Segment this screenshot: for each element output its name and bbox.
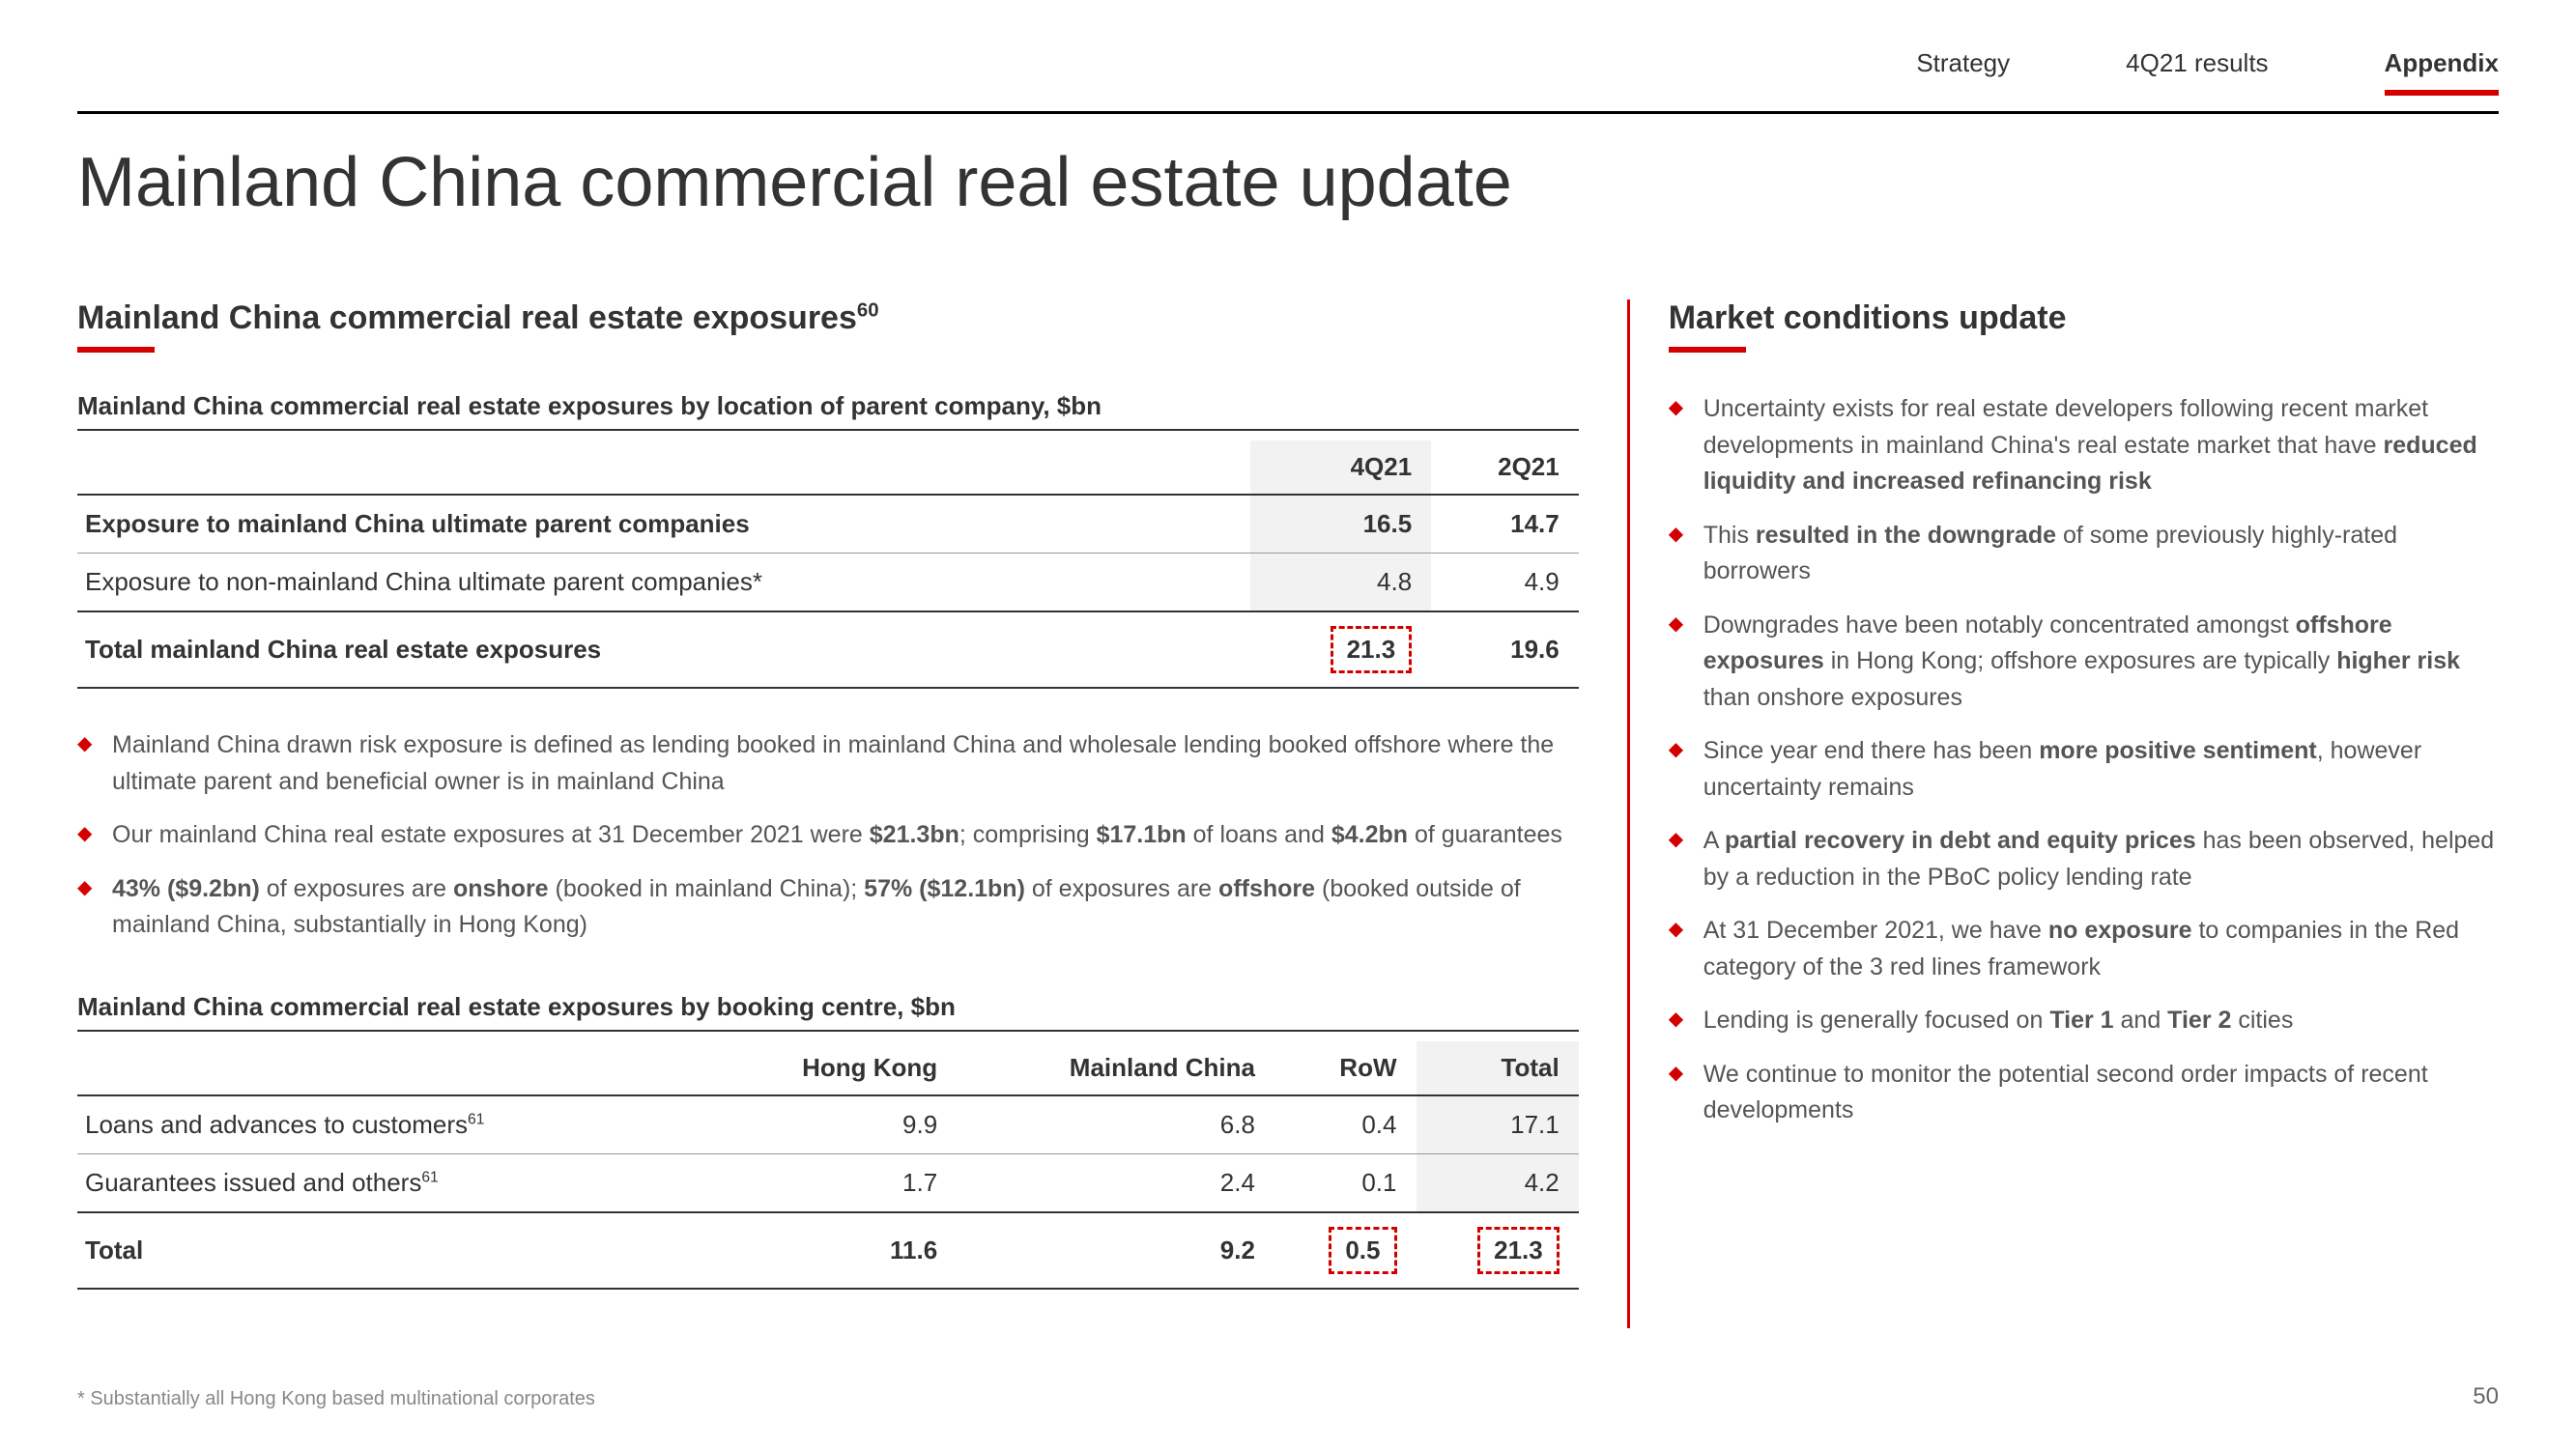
- table2-col0: [77, 1041, 714, 1095]
- table-row: Loans and advances to customers61 9.9 6.…: [77, 1095, 1579, 1154]
- list-item: Uncertainty exists for real estate devel…: [1669, 391, 2499, 500]
- highlight-value: 0.5: [1329, 1227, 1396, 1274]
- right-heading: Market conditions update: [1669, 299, 2499, 337]
- list-item: At 31 December 2021, we have no exposure…: [1669, 913, 2499, 985]
- nav-appendix[interactable]: Appendix: [2385, 48, 2499, 96]
- list-item: 43% ($9.2bn) of exposures are onshore (b…: [77, 871, 1579, 944]
- table2: Hong Kong Mainland China RoW Total Loans…: [77, 1041, 1579, 1290]
- page-title: Mainland China commercial real estate up…: [77, 143, 2499, 222]
- list-item: Mainland China drawn risk exposure is de…: [77, 727, 1579, 800]
- list-item: This resulted in the downgrade of some p…: [1669, 518, 2499, 590]
- right-column: Market conditions update Uncertainty exi…: [1627, 299, 2499, 1328]
- table2-col2: Mainland China: [957, 1041, 1274, 1095]
- list-item: Our mainland China real estate exposures…: [77, 817, 1579, 854]
- table1-col2: 2Q21: [1431, 440, 1579, 495]
- table-row: Exposure to mainland China ultimate pare…: [77, 495, 1579, 554]
- list-item: Lending is generally focused on Tier 1 a…: [1669, 1003, 2499, 1039]
- table1-col1: 4Q21: [1250, 440, 1431, 495]
- page-number: 50: [2473, 1383, 2499, 1410]
- table-row: Exposure to non-mainland China ultimate …: [77, 554, 1579, 612]
- highlight-value: 21.3: [1477, 1227, 1560, 1274]
- table2-title: Mainland China commercial real estate ex…: [77, 992, 1579, 1032]
- red-underline: [77, 347, 155, 353]
- table2-col4: Total: [1417, 1041, 1579, 1095]
- table1-title: Mainland China commercial real estate ex…: [77, 391, 1579, 431]
- red-underline: [1669, 347, 1746, 353]
- table2-total: Total 11.6 9.2 0.5 21.3: [77, 1212, 1579, 1289]
- list-item: A partial recovery in debt and equity pr…: [1669, 823, 2499, 895]
- list-item: Since year end there has been more posit…: [1669, 733, 2499, 806]
- highlight-value: 21.3: [1331, 626, 1413, 673]
- left-heading: Mainland China commercial real estate ex…: [77, 299, 1579, 337]
- nav-results[interactable]: 4Q21 results: [2126, 48, 2268, 96]
- right-bullets: Uncertainty exists for real estate devel…: [1669, 391, 2499, 1129]
- list-item: We continue to monitor the potential sec…: [1669, 1057, 2499, 1129]
- left-column: Mainland China commercial real estate ex…: [77, 299, 1579, 1328]
- table1-col0: [77, 440, 1250, 495]
- table1: 4Q21 2Q21 Exposure to mainland China ult…: [77, 440, 1579, 689]
- left-bullets: Mainland China drawn risk exposure is de…: [77, 727, 1579, 944]
- table-row: Guarantees issued and others61 1.7 2.4 0…: [77, 1153, 1579, 1212]
- table2-col1: Hong Kong: [714, 1041, 957, 1095]
- top-nav: Strategy 4Q21 results Appendix: [77, 48, 2499, 114]
- table2-col3: RoW: [1274, 1041, 1417, 1095]
- nav-strategy[interactable]: Strategy: [1916, 48, 2010, 96]
- footnote: * Substantially all Hong Kong based mult…: [77, 1388, 595, 1410]
- list-item: Downgrades have been notably concentrate…: [1669, 608, 2499, 717]
- table1-total: Total mainland China real estate exposur…: [77, 611, 1579, 688]
